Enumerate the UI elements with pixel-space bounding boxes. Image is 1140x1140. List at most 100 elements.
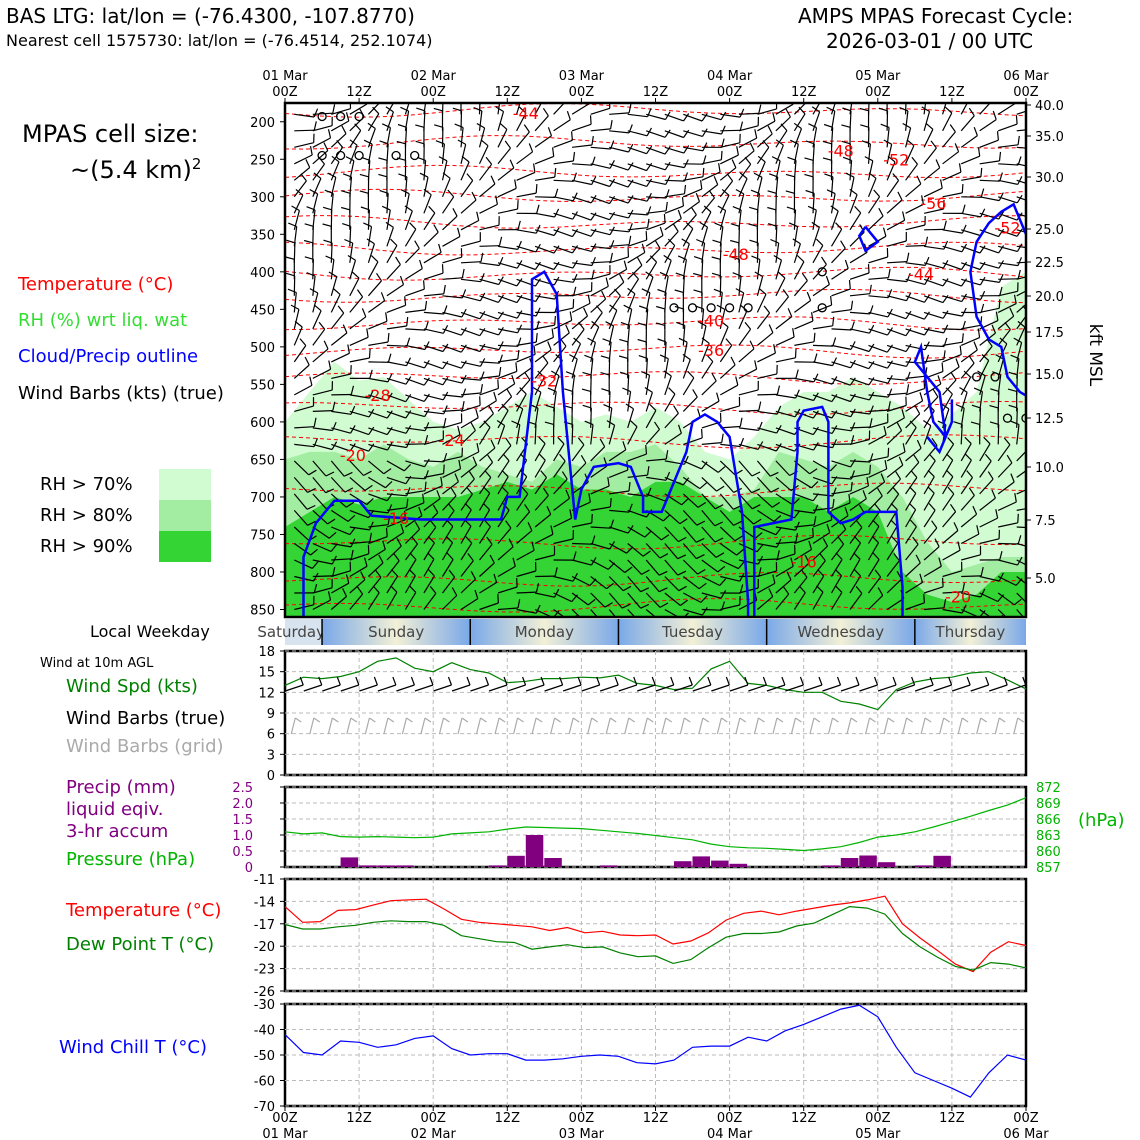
time-tick-label-top: 12Z [495, 85, 521, 100]
wind-barb [423, 394, 444, 401]
wind-barb [738, 493, 753, 510]
wind-barb [831, 267, 849, 280]
wind-barb-flag [366, 238, 375, 245]
rh90-label: RH > 90% [40, 536, 133, 557]
wind-barb-flag [1006, 454, 1013, 464]
wind-barb [553, 375, 560, 396]
wind-barb [793, 261, 805, 280]
wind-barb-flag [627, 162, 634, 171]
wind-barb-flag [775, 527, 782, 536]
wind-barb [830, 575, 843, 594]
temperature-label: -48 [828, 141, 854, 160]
wind-barb [331, 427, 351, 434]
wind-barb [961, 212, 981, 218]
wind-barb-flag [924, 327, 931, 336]
wind-barb [923, 103, 927, 115]
wind-barb-flag [776, 405, 782, 415]
wind-barb [553, 575, 574, 582]
wind-barb [1016, 110, 1026, 115]
grid-wind-barb [438, 717, 445, 735]
wind-barb [868, 256, 888, 264]
wind-barb [701, 130, 722, 135]
wind-barb [942, 511, 957, 528]
wind-barb-flag [835, 585, 843, 593]
wind-barb [849, 527, 863, 544]
wind-barb-flag [945, 387, 953, 395]
wind-barb-flag [953, 522, 959, 531]
wind-barb-flag [306, 504, 316, 510]
wind-barb [738, 389, 759, 396]
wind-barb-flag [910, 470, 918, 478]
ice-marker [724, 303, 735, 313]
wind-barb [942, 591, 963, 594]
wind-barb-flag [306, 272, 316, 277]
temperature-contour [285, 241, 1026, 256]
wind-barb [849, 394, 870, 401]
wind-barb-flag [716, 485, 725, 492]
wind-barb-flag [345, 501, 355, 508]
wind-barb [571, 123, 592, 132]
wind-barb-flag [1016, 228, 1023, 237]
wind-barb [442, 456, 463, 462]
wind-barb [719, 364, 736, 379]
wind-barb-flag [629, 420, 638, 428]
grid-wind-barb [309, 717, 315, 735]
chill-ytick-label: -60 [254, 1075, 275, 1090]
wind-barb [979, 375, 986, 396]
wind-barb-flag [842, 156, 852, 161]
precip-bar [599, 865, 618, 867]
wind-barb-flag [683, 455, 689, 465]
cell-size-value: ~(5.4 km)2 [70, 155, 202, 184]
wind-barb [479, 400, 497, 412]
cell-size-exponent: 2 [191, 155, 202, 173]
wind-barb [979, 460, 992, 478]
wind-barb [423, 485, 443, 495]
wind-barb [701, 592, 722, 599]
wind-barb [868, 481, 885, 495]
weekday-label: Tuesday [661, 623, 723, 641]
dewpoint-label: Dew Point T (°C) [66, 934, 215, 955]
wind-barb-flag [995, 509, 999, 519]
wind-barb-flag [987, 471, 994, 480]
wind-barb-flag [341, 206, 351, 211]
wind-barb [478, 110, 483, 131]
wind-barb [1016, 261, 1026, 264]
wind-barb [775, 242, 780, 263]
wind-barb-flag [909, 519, 917, 528]
wind-barb [331, 108, 351, 115]
wind-barb [608, 295, 621, 313]
wind-barb-flag [480, 384, 483, 394]
wind-barb-flag [943, 350, 946, 360]
wind-barb-flag [657, 288, 667, 293]
true-wind-barb [859, 684, 878, 692]
wind-barb [312, 193, 319, 214]
true-wind-barb [711, 684, 730, 692]
temp-ytick-label: -26 [254, 985, 275, 1000]
wind-barb [294, 384, 313, 396]
grid-wind-barb-flag [387, 717, 395, 723]
wind-barb [645, 410, 657, 429]
wind-barb-flag [700, 180, 703, 190]
wind-barb-flag [323, 239, 333, 244]
wind-barb [479, 461, 494, 478]
wind-barb [756, 276, 764, 296]
wind-barb [960, 337, 980, 346]
true-wind-barb [544, 684, 563, 692]
true-wind-barb-flag [1003, 676, 1008, 686]
wind-barb-flag [757, 155, 766, 163]
wind-barb-flag [457, 139, 466, 145]
wind-barb [497, 358, 518, 363]
wind-barb-flag [378, 173, 388, 178]
wind-barb-flag [587, 598, 596, 606]
wind-barb-flag [497, 593, 499, 604]
wind-barb-flag [895, 471, 902, 480]
wind-barb-flag [804, 157, 814, 161]
wind-barb [793, 577, 808, 594]
grid-wind-barb [457, 717, 463, 735]
weekday-band [322, 619, 471, 645]
wind-barb-flag [1016, 243, 1023, 252]
wind-barb [460, 598, 479, 611]
wind-barb [886, 597, 905, 611]
wind-barb [294, 129, 315, 132]
wind-barb-flag [1017, 320, 1026, 328]
